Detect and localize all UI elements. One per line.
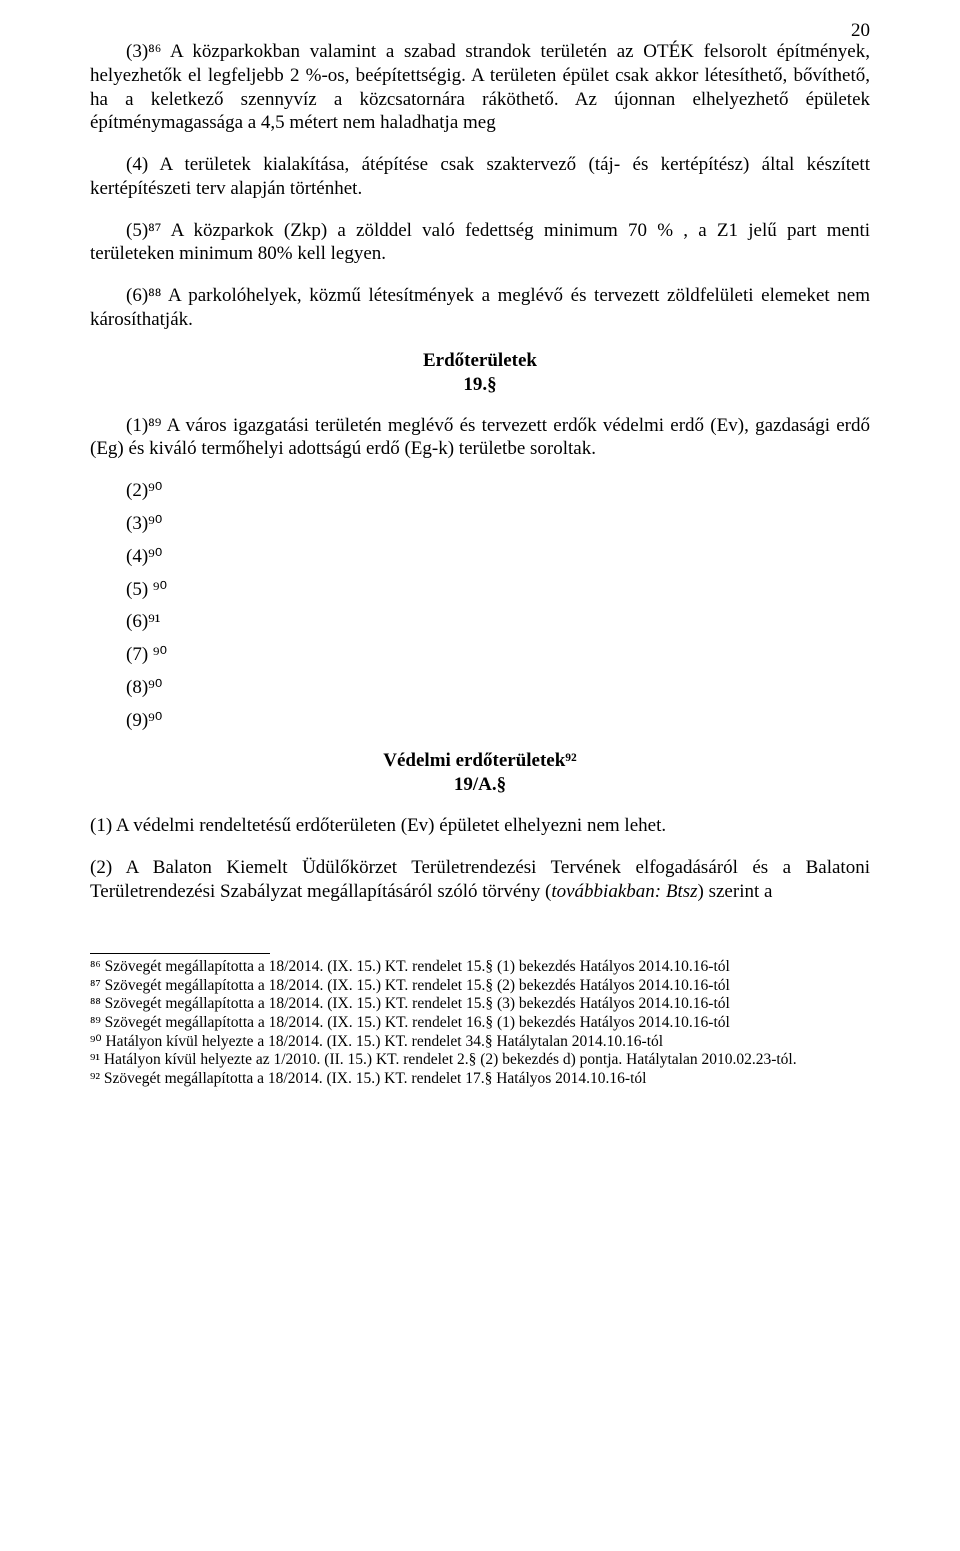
paragraph-19-1: (1)⁸⁹ A város igazgatási területén meglé…	[90, 414, 870, 462]
footnote-92: ⁹² Szövegét megállapította a 18/2014. (I…	[90, 1070, 870, 1089]
page-number: 20	[851, 20, 870, 42]
footnote-90: ⁹⁰ Hatályon kívül helyezte a 18/2014. (I…	[90, 1033, 870, 1052]
item-2: (2)⁹⁰	[90, 479, 870, 502]
footnote-91: ⁹¹ Hatályon kívül helyezte az 1/2010. (I…	[90, 1051, 870, 1070]
footnote-rule	[90, 953, 270, 956]
paragraph-19a-1: (1) A védelmi rendeltetésű erdőterületen…	[90, 814, 870, 838]
item-9: (9)⁹⁰	[90, 709, 870, 732]
para-19a-2-italic: továbbiakban: Btsz	[551, 881, 697, 902]
item-8: (8)⁹⁰	[90, 676, 870, 699]
heading-erdoteruletek: Erdőterületek	[90, 350, 870, 372]
item-6: (6)⁹¹	[90, 611, 870, 633]
item-3: (3)⁹⁰	[90, 512, 870, 535]
paragraph-19a-2: (2) A Balaton Kiemelt Üdülőkörzet Terüle…	[90, 856, 870, 904]
paragraph-6: (6)⁸⁸ A parkolóhelyek, közmű létesítmény…	[90, 284, 870, 332]
item-4: (4)⁹⁰	[90, 545, 870, 568]
section-19a: 19/A.§	[90, 774, 870, 796]
paragraph-4: (4) A területek kialakítása, átépítése c…	[90, 153, 870, 201]
section-19: 19.§	[90, 374, 870, 396]
item-7: (7) ⁹⁰	[90, 643, 870, 666]
footnote-88: ⁸⁸ Szövegét megállapította a 18/2014. (I…	[90, 995, 870, 1014]
footnote-87: ⁸⁷ Szövegét megállapította a 18/2014. (I…	[90, 977, 870, 996]
footnotes: ⁸⁶ Szövegét megállapította a 18/2014. (I…	[90, 958, 870, 1088]
footnote-89: ⁸⁹ Szövegét megállapította a 18/2014. (I…	[90, 1014, 870, 1033]
item-5: (5) ⁹⁰	[90, 578, 870, 601]
footnote-86: ⁸⁶ Szövegét megállapította a 18/2014. (I…	[90, 958, 870, 977]
heading-vedelmi-erdoteruletek: Védelmi erdőterületek⁹²	[90, 750, 870, 772]
paragraph-5: (5)⁸⁷ A közparkok (Zkp) a zölddel való f…	[90, 219, 870, 267]
paragraph-3: (3)⁸⁶ A közparkokban valamint a szabad s…	[90, 40, 870, 135]
document-page: 20 (3)⁸⁶ A közparkokban valamint a szaba…	[0, 0, 960, 1551]
para-19a-2-suffix: ) szerint a	[698, 881, 773, 902]
